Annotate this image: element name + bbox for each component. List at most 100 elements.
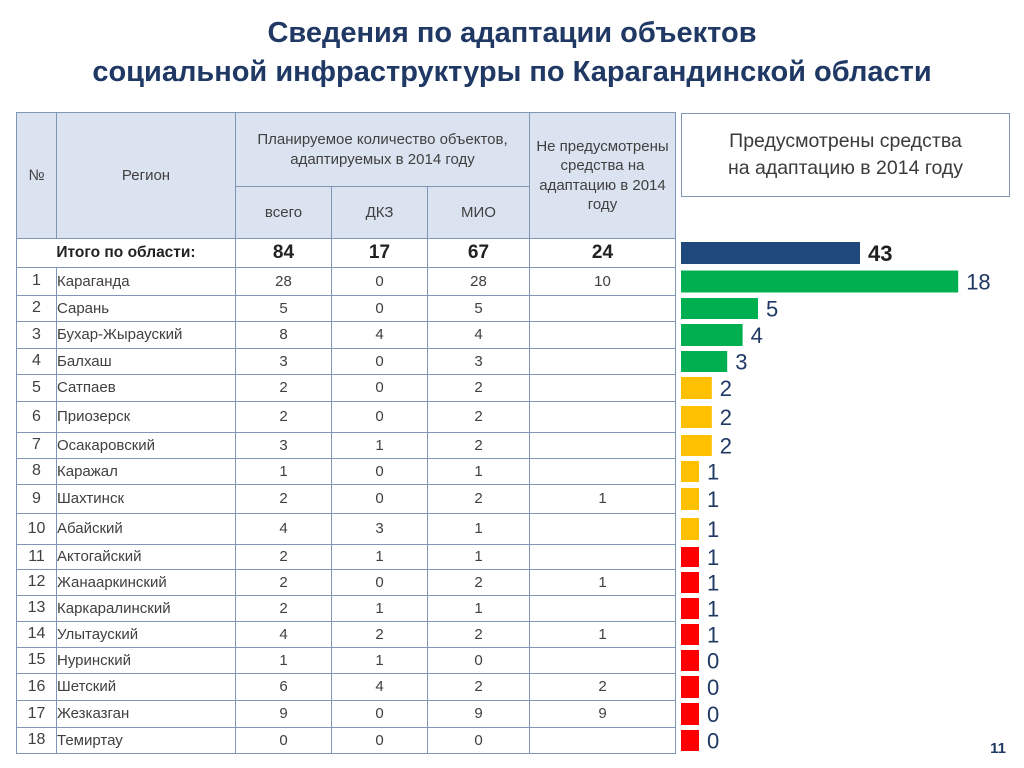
legend-line1: Предусмотрены средства [729, 130, 962, 152]
header-mio: МИО [427, 186, 530, 239]
bar [681, 650, 699, 671]
row-not-funded [529, 321, 676, 349]
row-number: 16 [16, 673, 57, 701]
bar [681, 572, 699, 593]
bar [681, 624, 699, 645]
table-row: 8 Каражал 1 0 1 [16, 458, 676, 485]
table-row: 18 Темиртау 0 0 0 [16, 727, 676, 754]
bar-label: 1 [707, 623, 719, 648]
row-dkz: 0 [331, 569, 428, 596]
bar [681, 676, 699, 698]
row-total: 1 [235, 458, 332, 485]
total-row: Итого по области: 84 17 67 24 [16, 238, 676, 268]
table-row: 11 Актогайский 2 1 1 [16, 544, 676, 570]
bar-label: 18 [966, 270, 990, 295]
row-not-funded [529, 513, 676, 545]
row-region: Сатпаев [56, 374, 236, 402]
row-dkz: 0 [331, 727, 428, 754]
total-label: Итого по области: [16, 238, 236, 268]
row-number: 7 [16, 432, 57, 459]
table-row: 6 Приозерск 2 0 2 [16, 401, 676, 433]
header-total: всего [235, 186, 332, 239]
row-region: Шахтинск [56, 484, 236, 514]
bar [681, 298, 758, 319]
row-region: Шетский [56, 673, 236, 701]
bar-label: 3 [735, 350, 747, 375]
bar [681, 351, 728, 372]
header-not-funded: Не предусмотрены средства на адаптацию в… [529, 112, 676, 239]
bar [681, 598, 699, 619]
row-mio: 1 [427, 513, 530, 545]
table-row: 15 Нуринский 1 1 0 [16, 647, 676, 674]
bar [681, 324, 743, 346]
row-region: Темиртау [56, 727, 236, 754]
bar-label: 5 [766, 297, 778, 322]
total-dkz: 17 [331, 238, 428, 268]
page-title: Сведения по адаптации объектов социально… [0, 14, 1024, 92]
row-total: 2 [235, 595, 332, 622]
bar-label: 2 [720, 405, 732, 430]
bar-label: 43 [868, 241, 892, 266]
bar [681, 518, 699, 540]
header-region: Регион [56, 112, 236, 239]
row-dkz: 1 [331, 432, 428, 459]
page-title-line1: Сведения по адаптации объектов [267, 17, 757, 49]
total-mio: 67 [427, 238, 530, 268]
bar-label: 1 [707, 597, 719, 622]
row-total: 2 [235, 544, 332, 570]
legend-line2: на адаптацию в 2014 году [727, 157, 964, 179]
row-not-funded: 1 [529, 569, 676, 596]
row-total: 0 [235, 727, 332, 754]
table-row: 10 Абайский 4 3 1 [16, 513, 676, 545]
bar [681, 270, 959, 293]
row-region: Осакаровский [56, 432, 236, 459]
row-mio: 0 [427, 647, 530, 674]
bar-label: 1 [707, 517, 719, 542]
table-row: 13 Каркаралинский 2 1 1 [16, 595, 676, 622]
row-total: 4 [235, 621, 332, 648]
row-dkz: 2 [331, 621, 428, 648]
bar-label: 0 [707, 729, 719, 754]
bar [681, 730, 699, 751]
row-total: 3 [235, 348, 332, 375]
row-mio: 1 [427, 458, 530, 485]
bar-label: 0 [707, 649, 719, 674]
row-mio: 0 [427, 727, 530, 754]
page-title-line2: социальной инфраструктуры по Карагандинс… [92, 56, 932, 88]
adaptation-table: № Регион Планируемое количество объектов… [16, 112, 676, 754]
row-not-funded [529, 727, 676, 754]
row-not-funded [529, 595, 676, 622]
row-not-funded: 1 [529, 621, 676, 648]
row-total: 8 [235, 321, 332, 349]
row-number: 15 [16, 647, 57, 674]
row-mio: 4 [427, 321, 530, 349]
bar-label: 0 [707, 702, 719, 727]
row-not-funded [529, 348, 676, 375]
row-dkz: 1 [331, 647, 428, 674]
row-dkz: 0 [331, 458, 428, 485]
row-region: Каркаралинский [56, 595, 236, 622]
header-dkz: ДКЗ [331, 186, 428, 239]
row-number: 10 [16, 513, 57, 545]
table-row: 12 Жанааркинский 2 0 2 1 [16, 569, 676, 596]
row-not-funded [529, 374, 676, 402]
row-mio: 1 [427, 544, 530, 570]
bar [681, 703, 699, 725]
row-number: 2 [16, 295, 57, 322]
bar [681, 242, 860, 264]
table-row: 2 Сарань 5 0 5 [16, 295, 676, 322]
bar-label: 2 [720, 434, 732, 459]
row-region: Нуринский [56, 647, 236, 674]
bar [681, 547, 699, 567]
row-not-funded [529, 458, 676, 485]
row-dkz: 0 [331, 401, 428, 433]
bar-label: 2 [720, 376, 732, 401]
table-row: 16 Шетский 6 4 2 2 [16, 673, 676, 701]
bar [681, 377, 712, 399]
table-row: 5 Сатпаев 2 0 2 [16, 374, 676, 402]
bar [681, 461, 699, 482]
row-number: 17 [16, 700, 57, 728]
bar-label: 1 [707, 487, 719, 512]
row-mio: 2 [427, 673, 530, 701]
